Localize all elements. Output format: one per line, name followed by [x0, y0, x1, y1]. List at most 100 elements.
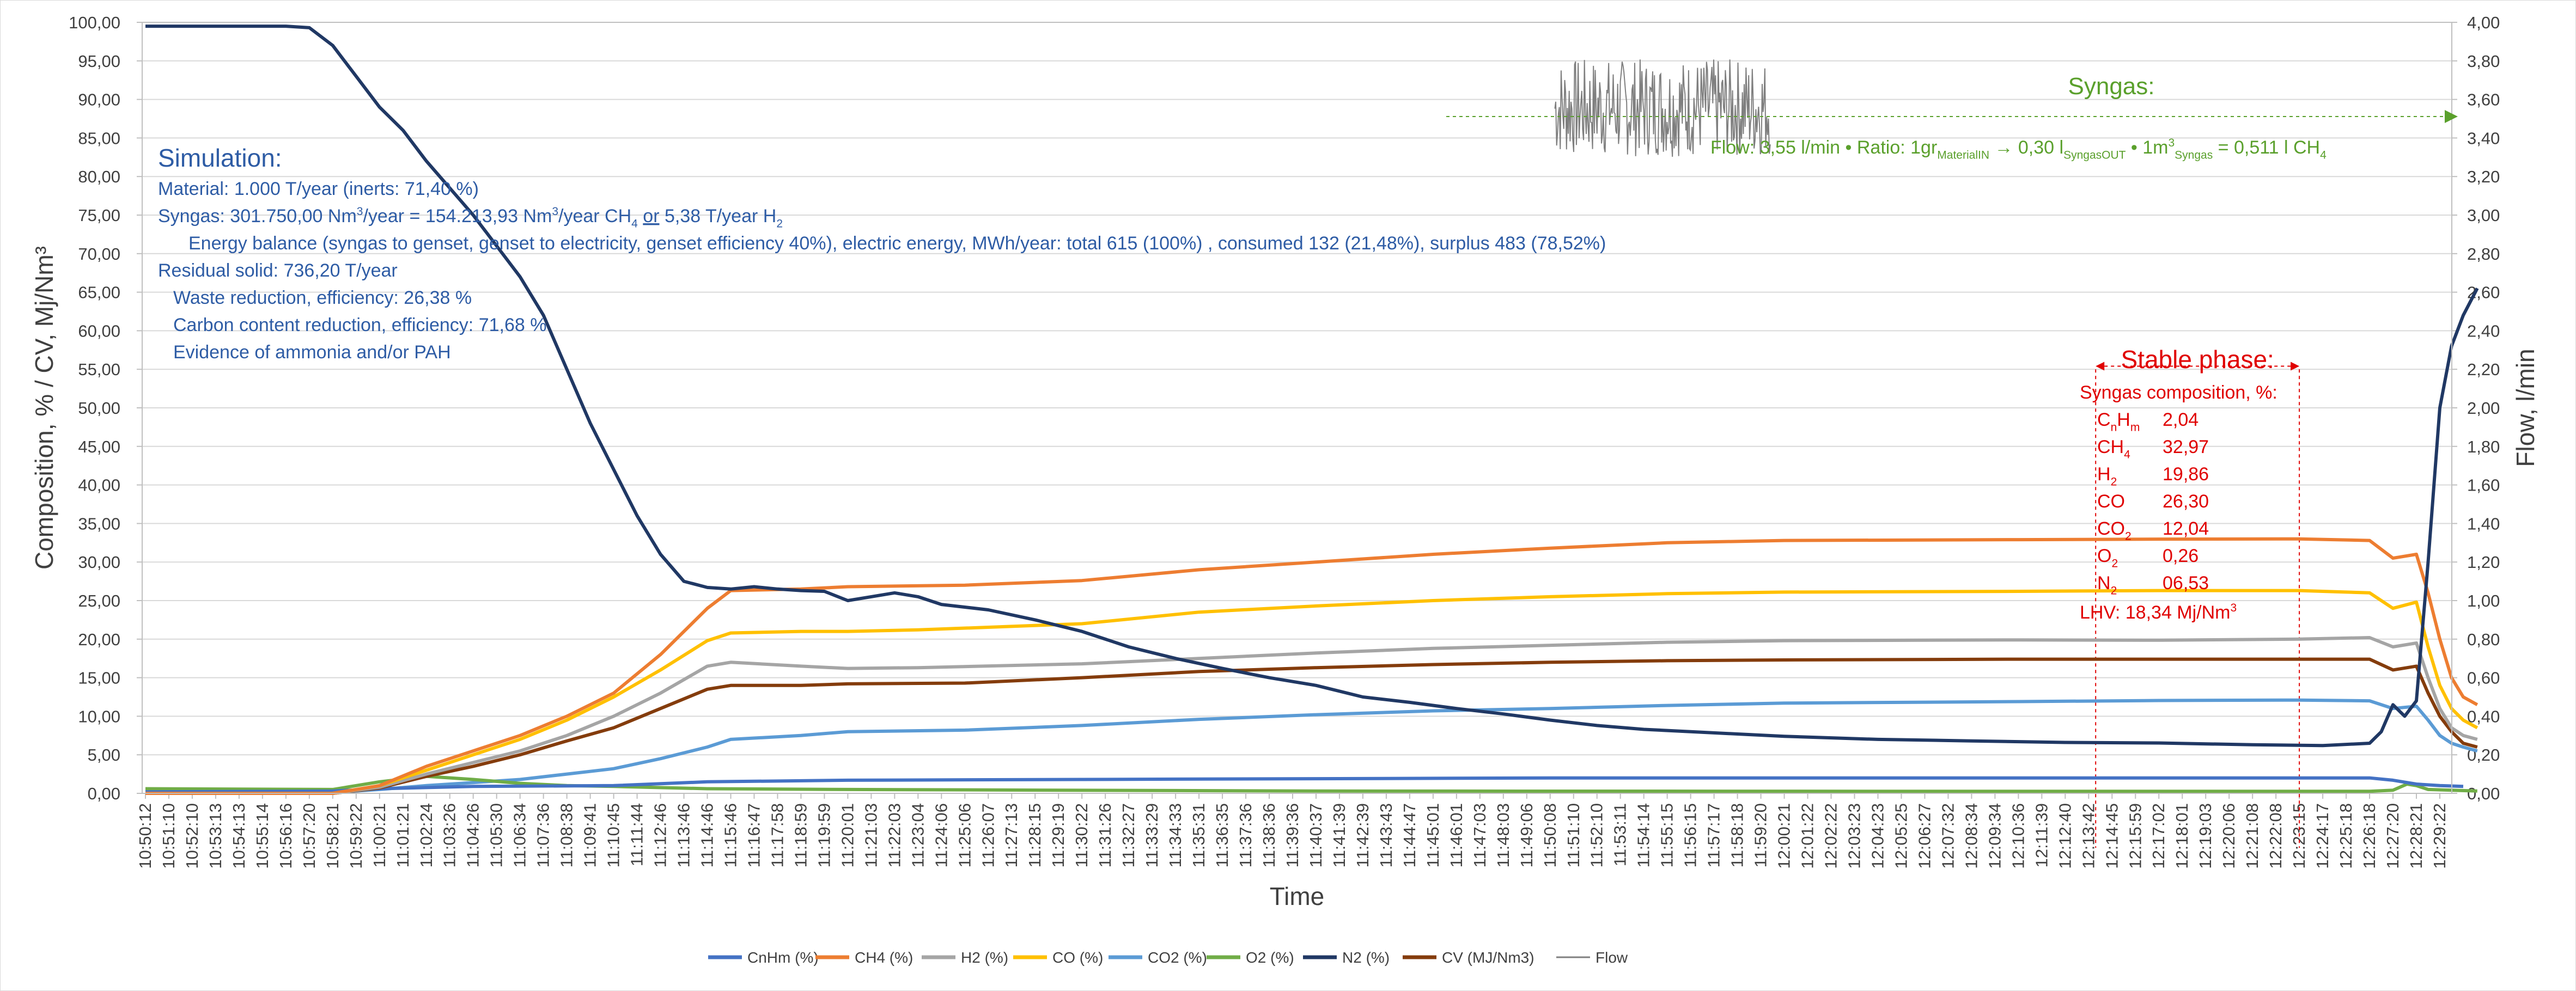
y2-tick-label: 0,40 — [2467, 707, 2500, 726]
x-tick-label: 12:04:23 — [1868, 803, 1887, 869]
x-tick-label: 11:30:22 — [1072, 803, 1091, 867]
x-tick-label: 12:03:23 — [1845, 803, 1864, 869]
x-tick-label: 11:57:17 — [1704, 803, 1724, 867]
flow-series — [1554, 59, 1771, 157]
x-tick-label: 11:10:45 — [604, 803, 623, 867]
x-tick-label: 11:27:13 — [1002, 803, 1021, 867]
stable-phase-markers — [2095, 362, 2300, 848]
y-tick-label: 0,00 — [88, 784, 120, 803]
x-tick-label: 11:14:46 — [698, 803, 717, 867]
composition-value: 2,04 — [2163, 409, 2199, 430]
composition-name: Cn​Hm​ — [2097, 409, 2140, 434]
composition-name: H2​ — [2097, 464, 2117, 488]
y-tick-label: 25,00 — [78, 591, 120, 610]
y2-tick-label: 3,60 — [2467, 90, 2500, 109]
x-tick-label: 11:18:59 — [791, 803, 810, 867]
y2-tick-label: 0,60 — [2467, 669, 2500, 688]
x-tick-label: 12:15:59 — [2126, 803, 2145, 869]
legend-label: N2 (%) — [1342, 949, 1390, 966]
simulation-line: Syngas: 301.750,00 Nm3​/year = 154.213,9… — [158, 205, 783, 230]
y-tick-label: 40,00 — [78, 476, 120, 495]
y-tick-label: 50,00 — [78, 399, 120, 418]
syngas-title: Syngas: — [2068, 73, 2155, 100]
x-tick-label: 11:46:01 — [1447, 803, 1466, 867]
x-tick-label: 11:07:36 — [534, 803, 553, 867]
x-tick-label: 12:05:25 — [1891, 803, 1910, 869]
y2-axis-title: Flow, l/min — [2511, 348, 2540, 467]
legend-label: CO (%) — [1052, 949, 1103, 966]
legend-label: CH4 (%) — [855, 949, 913, 966]
x-tick-label: 10:53:13 — [206, 803, 225, 869]
simulation-annotation: Simulation: Material: 1.000 T/year (inert… — [158, 144, 1606, 363]
x-tick-label: 11:37:36 — [1236, 803, 1255, 867]
simulation-line: Evidence of ammonia and/or PAH — [173, 342, 451, 363]
y-tick-label: 85,00 — [78, 129, 120, 148]
x-tick-label: 11:29:19 — [1049, 803, 1068, 867]
x-tick-label: 11:47:03 — [1470, 803, 1489, 867]
x-tick-label: 11:56:15 — [1681, 803, 1700, 867]
x-tick-label: 12:09:34 — [1985, 803, 2004, 869]
composition-name: N2​ — [2097, 573, 2117, 597]
legend: CnHm (%) CH4 (%) H2 (%) CO (%) CO2 (%) O2 (%)… — [708, 949, 1628, 966]
x-tick-label: 12:01:22 — [1798, 803, 1817, 869]
x-tick-label: 11:32:27 — [1119, 803, 1138, 867]
y-tick-label: 35,00 — [78, 514, 120, 533]
composition-value: 26,30 — [2163, 491, 2209, 512]
x-tick-label: 11:11:44 — [628, 803, 647, 866]
syngas-flow-line: Flow: 3,55 l/min • Ratio: 1grMaterialIN​… — [1710, 137, 2327, 161]
x-tick-label: 11:13:46 — [674, 803, 693, 867]
series-line-cv — [145, 657, 2478, 795]
y-tick-label: 90,00 — [78, 90, 120, 109]
x-tick-label: 11:12:46 — [651, 803, 670, 867]
x-tick-label: 11:49:06 — [1517, 803, 1536, 867]
x-tick-label: 11:28:15 — [1025, 803, 1044, 867]
y2-tick-label: 1,80 — [2467, 437, 2500, 456]
x-tick-label: 12:29:22 — [2430, 803, 2449, 869]
y2-tick-label: 1,60 — [2467, 476, 2500, 495]
x-tick-label: 10:57:20 — [300, 803, 319, 869]
y2-tick-label: 1,00 — [2467, 591, 2500, 610]
y2-tick-label: 2,80 — [2467, 244, 2500, 264]
x-tick-label: 11:04:26 — [464, 803, 483, 867]
x-tick-label: 10:55:14 — [253, 803, 272, 869]
x-tick-label: 12:17:02 — [2149, 803, 2168, 869]
x-axis-title: Time — [1270, 882, 1325, 910]
x-tick-label: 12:18:01 — [2172, 803, 2191, 869]
legend-label: CO2 (%) — [1148, 949, 1207, 966]
x-tick-label: 11:43:43 — [1377, 803, 1396, 867]
gridlines — [142, 22, 2452, 794]
series-line-cnhm — [145, 776, 2464, 794]
legend-label: H2 (%) — [961, 949, 1008, 966]
x-tick-label: 12:00:21 — [1775, 803, 1794, 869]
x-tick-label: 12:02:22 — [1822, 803, 1841, 869]
x-tick-label: 11:38:36 — [1259, 803, 1278, 867]
stable-phase-title: Stable phase: — [2121, 345, 2274, 374]
x-tick-label: 11:50:08 — [1540, 803, 1560, 867]
x-tick-label: 10:56:16 — [276, 803, 295, 869]
x-tick-label: 11:23:04 — [908, 803, 927, 867]
x-tick-label: 12:25:18 — [2336, 803, 2355, 869]
x-tick-label: 11:53:11 — [1611, 803, 1630, 866]
x-tick-label: 11:41:39 — [1330, 803, 1349, 867]
series-line-ch4 — [145, 537, 2478, 795]
x-tick-label: 11:09:41 — [581, 803, 600, 867]
x-tick-label: 12:20:06 — [2219, 803, 2238, 869]
y2-axis-ticks: 0,000,200,400,600,801,001,201,401,601,80… — [2452, 13, 2500, 803]
x-tick-label: 11:51:10 — [1564, 803, 1583, 867]
x-tick-label: 12:11:39 — [2032, 803, 2051, 867]
x-tick-label: 11:00:21 — [370, 803, 389, 867]
y-tick-label: 5,00 — [88, 745, 120, 764]
x-tick-label: 12:07:32 — [1938, 803, 1957, 869]
x-tick-label: 11:24:06 — [931, 803, 951, 867]
legend-label: CV (MJ/Nm3) — [1442, 949, 1534, 966]
y2-tick-label: 3,80 — [2467, 52, 2500, 71]
x-tick-label: 11:06:34 — [510, 803, 529, 867]
x-tick-label: 12:21:08 — [2243, 803, 2262, 869]
y-tick-label: 60,00 — [78, 321, 120, 340]
x-tick-label: 12:26:18 — [2360, 803, 2379, 869]
x-tick-label: 11:26:07 — [978, 803, 997, 867]
composition-value: 19,86 — [2163, 464, 2209, 485]
series-lines — [145, 25, 2479, 795]
x-tick-label: 11:35:31 — [1189, 803, 1208, 867]
